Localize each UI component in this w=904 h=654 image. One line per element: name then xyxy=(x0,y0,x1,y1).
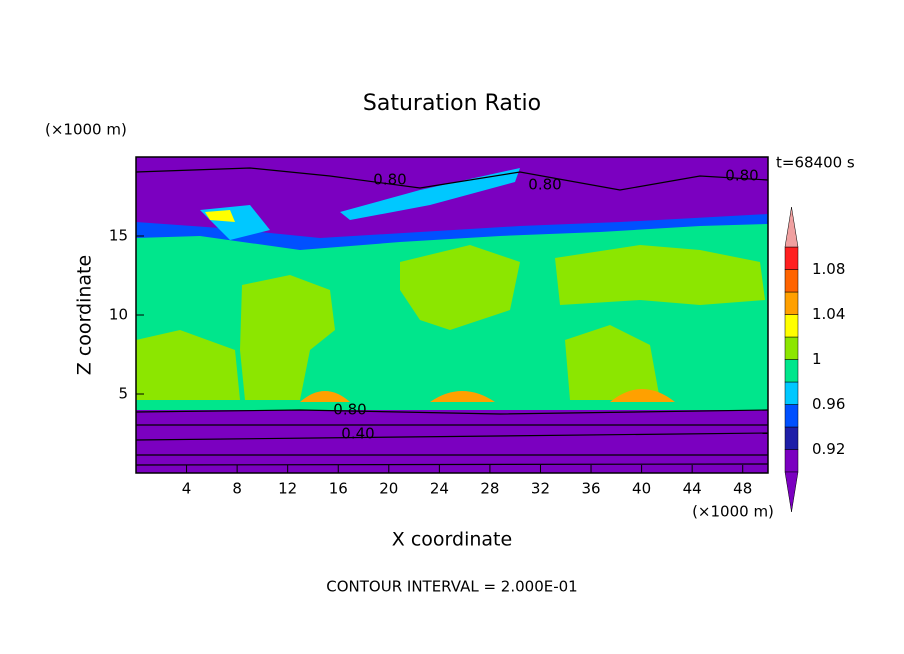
x-axis-title: X coordinate xyxy=(392,529,512,551)
colorbar-tick-label: 1.08 xyxy=(812,260,845,278)
colorbar-band xyxy=(784,336,799,360)
x-tick-label: 32 xyxy=(531,480,550,498)
y-axis-title: Z coordinate xyxy=(74,255,96,375)
colorbar-band xyxy=(784,246,799,270)
chart-title: Saturation Ratio xyxy=(363,91,541,116)
colorbar-tick-label: 1 xyxy=(812,350,822,368)
contour-label: 0.80 xyxy=(528,176,561,194)
annotation: t=68400 s xyxy=(776,154,855,172)
colorbar-band xyxy=(784,291,799,315)
colorbar-over xyxy=(784,206,799,248)
x-unit: (×1000 m) xyxy=(692,503,774,521)
contour-field xyxy=(135,157,769,473)
colorbar-tick-label: 0.92 xyxy=(812,440,845,458)
colorbar-tick-label: 0.96 xyxy=(812,395,845,413)
colorbar-band xyxy=(784,381,799,405)
x-tick-label: 40 xyxy=(632,480,651,498)
x-tick-label: 48 xyxy=(733,480,752,498)
x-tick-label: 4 xyxy=(182,480,192,498)
colorbar-band xyxy=(784,426,799,450)
colorbar-under xyxy=(784,471,799,513)
colorbar-band xyxy=(784,359,799,383)
y-tick-label: 15 xyxy=(109,227,128,245)
x-tick-label: 44 xyxy=(683,480,702,498)
colorbar-tick-label: 1.04 xyxy=(812,305,845,323)
colorbar-band xyxy=(784,269,799,293)
contour-label: 0.80 xyxy=(373,171,406,189)
colorbar-band xyxy=(784,404,799,428)
x-tick-label: 28 xyxy=(480,480,499,498)
x-tick-label: 24 xyxy=(430,480,449,498)
colorbar-band xyxy=(784,314,799,338)
y-tick-label: 10 xyxy=(109,306,128,324)
footer: CONTOUR INTERVAL = 2.000E-01 xyxy=(326,578,577,596)
x-tick-label: 20 xyxy=(379,480,398,498)
y-unit: (×1000 m) xyxy=(45,121,127,139)
colorbar-band xyxy=(784,449,799,473)
contour-label: 0.40 xyxy=(341,425,374,443)
x-tick-label: 12 xyxy=(278,480,297,498)
x-tick-label: 36 xyxy=(581,480,600,498)
y-tick-label: 5 xyxy=(118,385,128,403)
contour-label: 0.80 xyxy=(333,401,366,419)
x-tick-label: 8 xyxy=(232,480,242,498)
contour-label: 0.80 xyxy=(725,167,758,185)
x-tick-label: 16 xyxy=(329,480,348,498)
